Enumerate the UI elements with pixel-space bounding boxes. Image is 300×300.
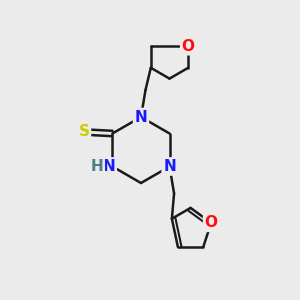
Text: O: O bbox=[182, 39, 195, 54]
Text: O: O bbox=[205, 215, 218, 230]
Text: N: N bbox=[163, 159, 176, 174]
Text: N: N bbox=[102, 159, 115, 174]
Text: H: H bbox=[90, 159, 103, 174]
Text: S: S bbox=[78, 124, 89, 140]
Text: N: N bbox=[135, 110, 147, 124]
